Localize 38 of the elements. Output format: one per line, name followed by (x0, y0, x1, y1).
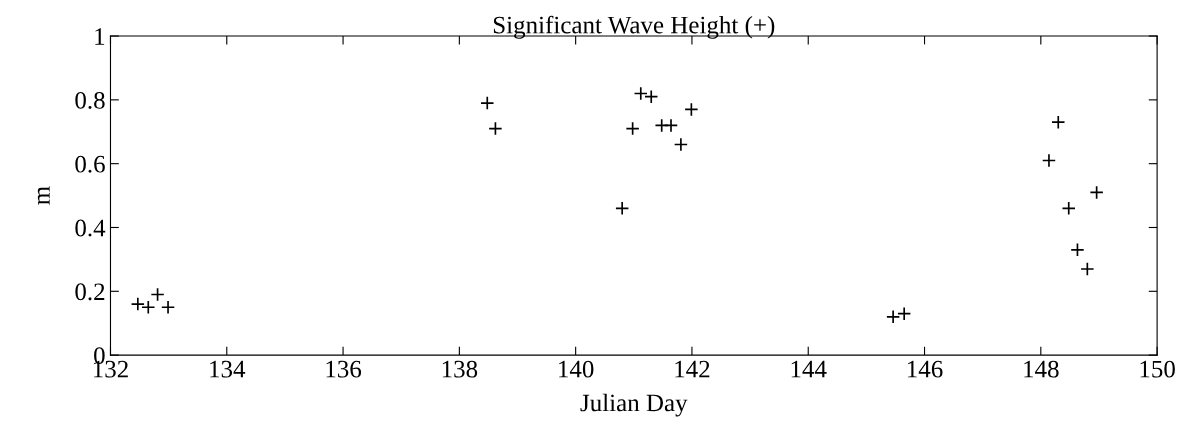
point (480, 95, 495, 111)
point (141, 300, 156, 315)
point (663, 118, 679, 133)
point (684, 102, 699, 117)
point (1051, 115, 1066, 130)
x-tick-label: 140 (559, 360, 594, 378)
point (488, 121, 503, 136)
point (1041, 153, 1057, 168)
x-tick-label: 136 (326, 360, 362, 378)
x-axis-title: Julian Day (580, 393, 688, 417)
point (1080, 261, 1095, 277)
y-axis-title: m (37, 186, 50, 205)
x-tick-label: 148 (1024, 360, 1059, 378)
x-tick-label: 146 (907, 360, 943, 378)
point (1089, 185, 1104, 200)
point (625, 121, 640, 136)
y-tick-label: 0.8 (75, 91, 105, 109)
y-tick-label: 0.6 (75, 155, 105, 173)
y-tick-label: 0.2 (75, 283, 105, 301)
y-tick-label: 0.4 (75, 219, 106, 237)
point (886, 309, 901, 324)
point (1061, 201, 1076, 216)
point (673, 137, 688, 152)
point (615, 201, 630, 216)
x-tick-label: 138 (442, 360, 478, 378)
point (633, 86, 648, 101)
point (897, 306, 912, 321)
x-tick-label: 134 (210, 360, 246, 378)
chart-title: Significant Wave Height (+) (493, 15, 775, 39)
x-tick-label: 150 (1140, 360, 1175, 378)
x-tick-label: 144 (791, 360, 827, 378)
point (150, 287, 165, 302)
point (160, 300, 176, 315)
point (1070, 242, 1085, 257)
x-tick-label: 142 (675, 360, 710, 378)
point (130, 296, 145, 312)
point (644, 89, 659, 104)
y-tick-label: 1 (95, 28, 105, 45)
